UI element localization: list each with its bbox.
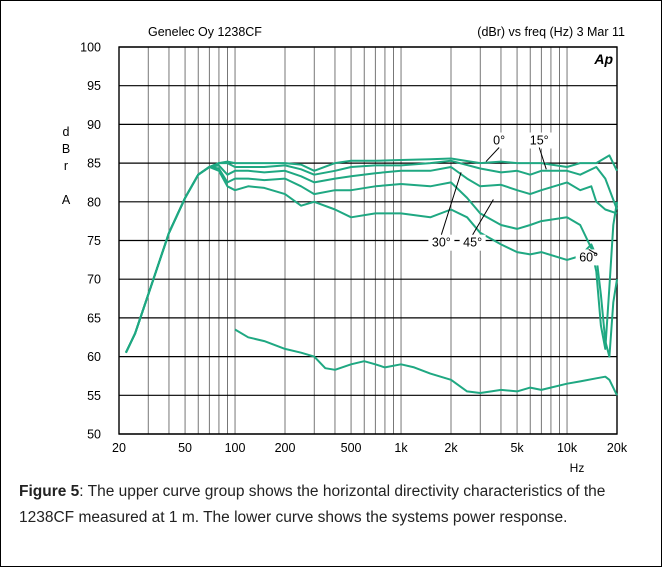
annotation-leader bbox=[440, 172, 462, 235]
x-tick-label: 5k bbox=[510, 441, 524, 455]
y-tick-label: 65 bbox=[87, 311, 101, 325]
y-tick-label: 70 bbox=[87, 273, 101, 287]
annotation-leader bbox=[485, 147, 500, 162]
annotation-leader bbox=[588, 248, 598, 255]
series-line-30deg bbox=[124, 164, 618, 354]
directivity-chart: 50 55 60 65 70 75 80 85 90 95 100 20 50 100 200 500 1k 2k… bbox=[62, 25, 628, 475]
annotation-label: 60° bbox=[579, 250, 598, 264]
x-tick-label: 10k bbox=[557, 441, 578, 455]
y-tick-label: 85 bbox=[87, 157, 101, 171]
annotation-bg bbox=[428, 234, 455, 251]
annotation-leader bbox=[538, 147, 547, 170]
annotation-bg bbox=[486, 132, 513, 149]
y-tick-label: 60 bbox=[87, 350, 101, 364]
y-axis-label-char: r bbox=[64, 159, 68, 173]
x-tick-label: 1k bbox=[394, 441, 408, 455]
y-tick-label: 80 bbox=[87, 195, 101, 209]
series-line-0deg bbox=[124, 154, 618, 354]
series-line-45deg bbox=[124, 166, 618, 354]
plot-border bbox=[118, 46, 618, 435]
y-tick-label: 90 bbox=[87, 118, 101, 132]
y-axis-label-char: A bbox=[62, 193, 71, 207]
x-tick-label: 20k bbox=[607, 441, 628, 455]
x-tick-label: 500 bbox=[341, 441, 362, 455]
y-axis-label-char: B bbox=[62, 142, 70, 156]
chart-title-left: Genelec Oy 1238CF bbox=[148, 25, 262, 39]
x-tick-label: 20 bbox=[112, 441, 126, 455]
annotation-leader bbox=[472, 199, 494, 235]
annotation-label: 0° bbox=[493, 134, 505, 148]
figure-label: Figure 5 bbox=[19, 483, 80, 500]
series-line-60deg bbox=[124, 166, 618, 358]
y-tick-label: 95 bbox=[87, 79, 101, 93]
ap-logo: Ap bbox=[593, 51, 613, 67]
chart-title-right: (dBr) vs freq (Hz) 3 Mar 11 bbox=[477, 25, 625, 39]
y-tick-label: 75 bbox=[87, 234, 101, 248]
x-tick-label: 50 bbox=[178, 441, 192, 455]
x-tick-label: 200 bbox=[275, 441, 296, 455]
figure-caption: Figure 5: The upper curve group shows th… bbox=[19, 479, 634, 531]
x-tick-label: 100 bbox=[225, 441, 246, 455]
y-tick-label: 100 bbox=[80, 41, 101, 55]
y-tick-label: 55 bbox=[87, 389, 101, 403]
annotation-label: 15° bbox=[530, 134, 549, 148]
y-axis-label-char: d bbox=[63, 125, 70, 139]
series-line-power bbox=[234, 328, 618, 396]
x-tick-label: 2k bbox=[444, 441, 458, 455]
x-axis-label: Hz bbox=[570, 461, 585, 475]
caption-text: : The upper curve group shows the horizo… bbox=[19, 483, 606, 526]
annotation-bg bbox=[459, 234, 486, 251]
annotation-bg bbox=[526, 132, 553, 149]
annotation-label: 45° bbox=[463, 236, 482, 250]
y-tick-label: 50 bbox=[87, 428, 101, 442]
annotation-label: 30° bbox=[432, 236, 451, 250]
